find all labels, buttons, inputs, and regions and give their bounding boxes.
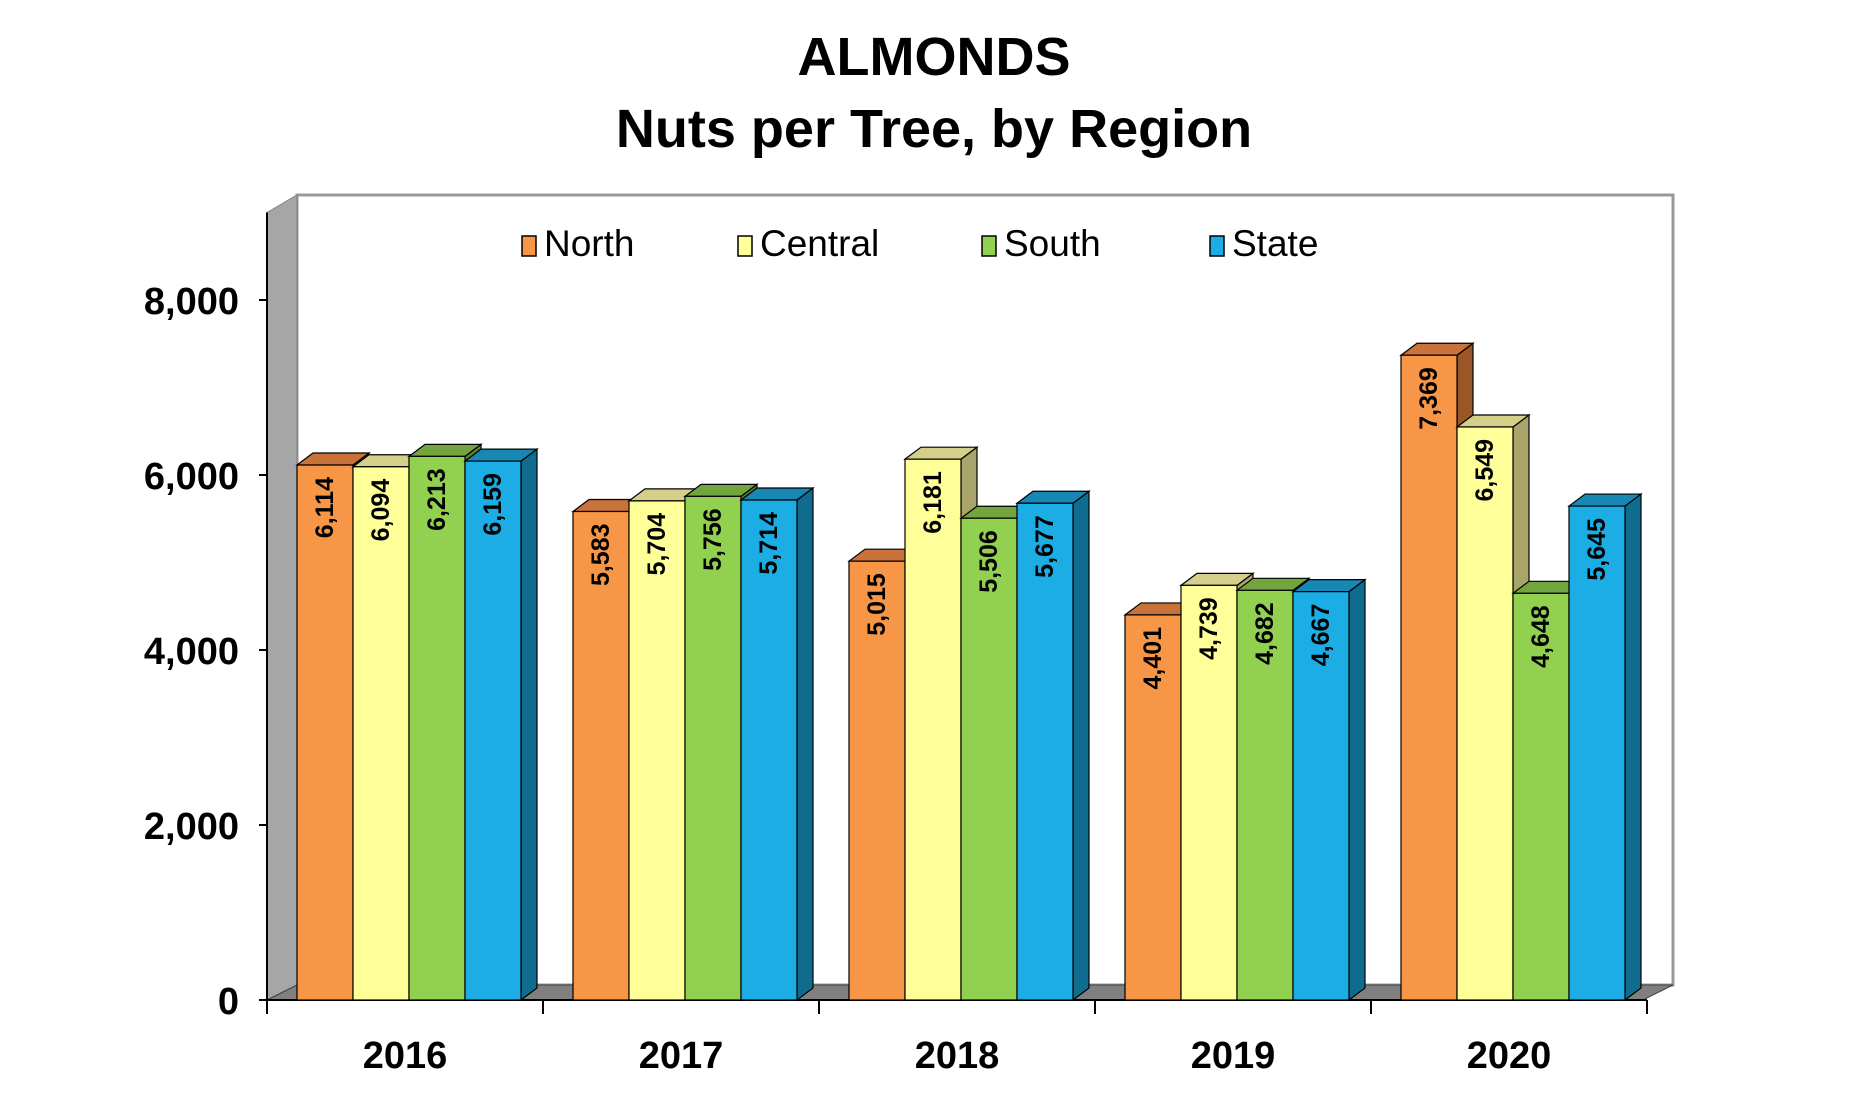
bar-central [352, 466, 410, 1001]
bar-side [796, 486, 814, 1002]
legend-swatch-north [521, 235, 537, 257]
legend-swatch-central [737, 235, 753, 257]
chart-subtitle: Nuts per Tree, by Region [615, 99, 1253, 159]
bar-north [572, 510, 630, 1001]
chart-title: ALMONDS [797, 27, 1071, 87]
data-label: 6,549 [1471, 439, 1499, 502]
data-label: 4,401 [1139, 627, 1167, 690]
data-label: 5,756 [699, 508, 727, 571]
bar-north [296, 464, 354, 1001]
data-label: 6,213 [423, 468, 451, 531]
legend-swatch-south [981, 235, 997, 257]
bar-side [1348, 578, 1366, 1002]
data-label: 5,714 [755, 512, 783, 575]
legend-label-state: State [1232, 223, 1318, 264]
bar-south [684, 495, 742, 1001]
data-label: 6,159 [479, 473, 507, 536]
y-tick-label: 0 [218, 981, 239, 1023]
x-tick-label: 2019 [1191, 1035, 1276, 1077]
data-label: 7,369 [1415, 367, 1443, 430]
bar-south [408, 455, 466, 1001]
bar-south [1512, 592, 1570, 1001]
bar-side [1624, 492, 1642, 1002]
bar-south [960, 517, 1018, 1001]
data-label: 4,648 [1527, 605, 1555, 668]
legend-label-central: Central [760, 223, 879, 264]
data-label: 6,181 [919, 471, 947, 534]
data-label: 5,506 [975, 530, 1003, 593]
bar-state [1292, 591, 1350, 1001]
y-tick-label: 2,000 [144, 806, 239, 848]
bar-side [1072, 490, 1090, 1002]
data-label: 4,667 [1307, 604, 1335, 667]
data-label: 5,015 [863, 573, 891, 636]
data-label: 6,094 [367, 479, 395, 542]
bar-north [1400, 354, 1458, 1001]
data-label: 4,682 [1251, 602, 1279, 665]
bar-central [904, 458, 962, 1001]
bar-side [520, 447, 538, 1002]
legend-label-north: North [544, 223, 634, 264]
bar-central [628, 500, 686, 1001]
data-label: 5,677 [1031, 515, 1059, 578]
y-tick-label: 4,000 [144, 631, 239, 673]
data-label: 6,114 [311, 477, 339, 538]
bar-central [1180, 584, 1238, 1001]
plot-side-wall [266, 194, 298, 1001]
bar-state [464, 460, 522, 1001]
y-tick-label: 8,000 [144, 281, 239, 323]
bar-state [1568, 505, 1626, 1001]
legend-label-south: South [1004, 223, 1101, 264]
bar-south [1236, 589, 1294, 1001]
x-tick-label: 2020 [1467, 1035, 1552, 1077]
legend-swatch-state [1209, 235, 1225, 257]
bar-central [1456, 426, 1514, 1001]
y-tick-label: 6,000 [144, 456, 239, 498]
bar-state [740, 499, 798, 1001]
x-tick-label: 2018 [915, 1035, 1000, 1077]
data-label: 5,645 [1583, 518, 1611, 581]
bar-north [1124, 614, 1182, 1001]
data-label: 5,704 [643, 513, 671, 576]
data-label: 4,739 [1195, 597, 1223, 660]
x-tick-label: 2016 [363, 1035, 448, 1077]
bar-north [848, 560, 906, 1001]
bar-state [1016, 502, 1074, 1001]
data-label: 5,583 [587, 523, 615, 586]
x-tick-label: 2017 [639, 1035, 724, 1077]
